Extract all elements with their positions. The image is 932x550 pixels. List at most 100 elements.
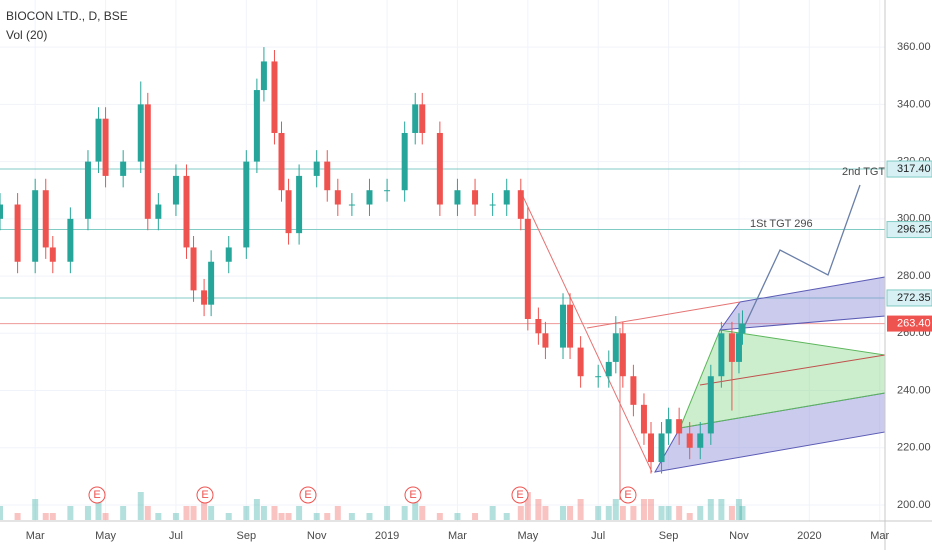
x-tick-label: 2020 bbox=[797, 530, 821, 542]
candle-body bbox=[384, 190, 391, 192]
candle-body bbox=[517, 190, 524, 219]
trend-line bbox=[586, 301, 741, 329]
candle-body bbox=[285, 190, 292, 234]
candle-body bbox=[412, 104, 419, 133]
volume-bar bbox=[503, 513, 510, 520]
volume-bar bbox=[517, 506, 524, 520]
volume-bar bbox=[201, 499, 208, 520]
volume-bar bbox=[285, 513, 292, 520]
volume-bar bbox=[183, 506, 190, 520]
price-label-box bbox=[886, 160, 932, 178]
candle-body bbox=[0, 204, 3, 219]
event-label: E bbox=[516, 489, 523, 501]
volume-bar bbox=[577, 499, 584, 520]
candle-body bbox=[735, 333, 742, 362]
x-tick-label: Sep bbox=[659, 530, 679, 542]
volume-bar bbox=[243, 506, 250, 520]
x-tick-label: Nov bbox=[307, 530, 327, 542]
volume-bar bbox=[155, 513, 162, 520]
volume-bar bbox=[42, 513, 49, 520]
price-label: 296.25 bbox=[897, 223, 931, 235]
event-marker bbox=[88, 486, 106, 504]
candle-body bbox=[436, 132, 443, 205]
volume-bar bbox=[14, 513, 21, 520]
volume-bar bbox=[454, 513, 461, 520]
volume-bar bbox=[366, 513, 373, 520]
volume-bar bbox=[436, 513, 443, 520]
x-tick-label: Sep bbox=[237, 530, 257, 542]
candles bbox=[0, 47, 746, 520]
candle-body bbox=[676, 419, 683, 434]
annotation: 1St TGT 296 bbox=[750, 218, 813, 230]
candle-body bbox=[144, 104, 151, 219]
candle-body bbox=[120, 161, 127, 176]
candle-body bbox=[253, 90, 260, 162]
candle-body bbox=[535, 318, 542, 334]
candle-body bbox=[324, 161, 331, 191]
volume-bar bbox=[296, 506, 303, 520]
volume-bar bbox=[707, 499, 714, 520]
candle-body bbox=[560, 304, 567, 348]
volume-bar bbox=[739, 506, 746, 520]
candle-body bbox=[595, 376, 602, 378]
volume-bar bbox=[225, 513, 232, 520]
x-tick-label: Nov bbox=[729, 530, 749, 542]
volume-bar bbox=[697, 506, 704, 520]
volume-bar bbox=[324, 513, 331, 520]
volume-bar bbox=[419, 506, 426, 520]
volume-bar bbox=[102, 513, 109, 520]
x-tick-label: Jul bbox=[591, 530, 605, 542]
candle-body bbox=[542, 333, 549, 348]
candle-body bbox=[49, 247, 56, 262]
volume-bar bbox=[595, 506, 602, 520]
volume-bar bbox=[630, 506, 637, 520]
volume-bar bbox=[32, 499, 39, 520]
candle-body bbox=[190, 247, 197, 291]
candle-body bbox=[665, 419, 672, 434]
candle-body bbox=[84, 161, 91, 219]
volume-bar bbox=[535, 499, 542, 520]
event-label: E bbox=[93, 489, 100, 501]
candle-body bbox=[419, 104, 426, 133]
price-label: 272.35 bbox=[897, 292, 931, 304]
candle-body bbox=[686, 433, 693, 448]
volume-bar bbox=[84, 506, 91, 520]
candle-body bbox=[183, 175, 190, 248]
candle-body bbox=[271, 61, 278, 133]
candle-body bbox=[243, 161, 250, 248]
volume-bar bbox=[676, 506, 683, 520]
price-label: 317.40 bbox=[897, 163, 931, 175]
event-label: E bbox=[304, 489, 311, 501]
candle-body bbox=[640, 404, 647, 434]
candle-body bbox=[102, 118, 109, 176]
volume-bar bbox=[348, 513, 355, 520]
candle-body bbox=[14, 204, 21, 262]
volume-bar bbox=[489, 506, 496, 520]
volume-bar bbox=[253, 499, 260, 520]
event-marker bbox=[299, 486, 317, 504]
candle-body bbox=[605, 361, 612, 377]
candle-body bbox=[366, 190, 373, 205]
candle-body bbox=[728, 333, 735, 362]
volume-bar bbox=[665, 506, 672, 520]
volume-bar bbox=[384, 506, 391, 520]
y-tick-label: 220.00 bbox=[897, 442, 931, 454]
volume-bar bbox=[647, 499, 654, 520]
candle-body bbox=[260, 61, 267, 91]
volume-bar bbox=[658, 506, 665, 520]
target-arrow bbox=[744, 184, 861, 326]
candle-body bbox=[334, 190, 341, 205]
volume-bar bbox=[472, 513, 479, 520]
x-tick-label: Mar bbox=[26, 530, 45, 542]
candle-body bbox=[707, 376, 714, 434]
candle-body bbox=[401, 132, 408, 191]
x-tick-label: Mar bbox=[448, 530, 467, 542]
volume-bar bbox=[144, 506, 151, 520]
event-label: E bbox=[201, 489, 208, 501]
candle-body bbox=[313, 161, 320, 176]
candle-body bbox=[647, 433, 654, 463]
volume-bar bbox=[190, 506, 197, 520]
candle-body bbox=[718, 333, 725, 377]
